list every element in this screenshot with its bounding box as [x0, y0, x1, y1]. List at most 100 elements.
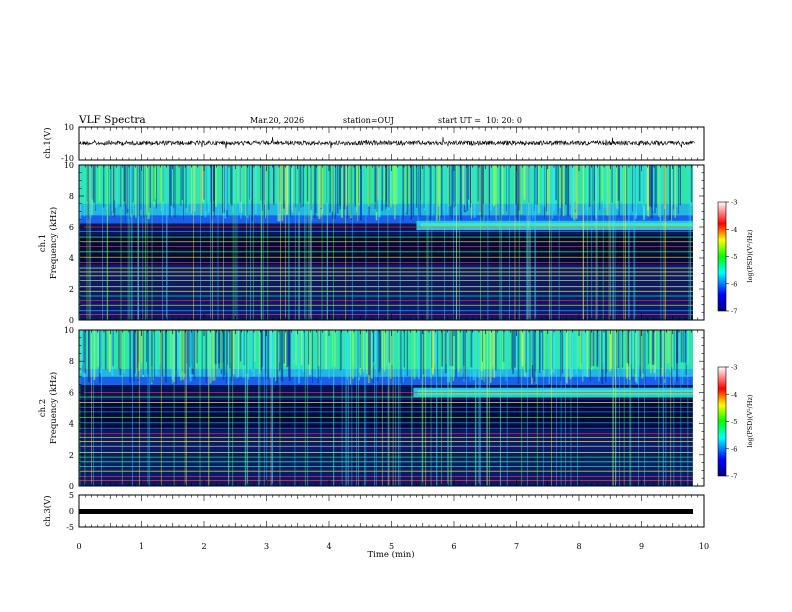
hiss-streak	[320, 165, 322, 209]
hiss-streak	[221, 165, 224, 214]
hiss-streak	[110, 165, 112, 215]
hiss-streak	[677, 165, 679, 214]
hiss-streak	[317, 330, 319, 384]
hiss-streak	[201, 330, 203, 379]
hiss-streak	[303, 330, 305, 373]
hiss-streak	[171, 330, 174, 380]
hiss-streak	[481, 330, 483, 362]
hiss-streak	[315, 165, 317, 214]
hiss-streak	[671, 330, 673, 368]
y-tick-label: 4	[69, 254, 74, 263]
hiss-streak	[123, 330, 125, 373]
hiss-streak	[223, 165, 226, 214]
hiss-streak	[193, 330, 196, 379]
hiss-streak	[605, 330, 607, 383]
hiss-streak	[265, 330, 267, 374]
hiss-streak	[447, 165, 449, 214]
hiss-streak	[88, 330, 91, 383]
hiss-streak	[589, 330, 591, 382]
header-date: Mar.20, 2026	[250, 116, 304, 125]
ch3-wave-ytick-mid: 0	[69, 507, 74, 516]
hiss-streak	[528, 165, 530, 204]
hiss-streak	[472, 330, 475, 381]
hiss-streak	[602, 330, 605, 370]
hiss-streak	[112, 165, 115, 213]
hiss-streak	[394, 165, 396, 220]
hiss-streak	[543, 330, 545, 377]
hiss-streak	[308, 330, 310, 365]
hiss-streak	[155, 330, 158, 375]
ch1-colorbar-label: log(PSD)(V²/Hz)	[746, 229, 754, 282]
hiss-streak	[673, 165, 675, 210]
ch2-colorbar-label: log(PSD)(V²/Hz)	[746, 394, 754, 447]
hiss-streak	[574, 165, 577, 210]
hiss-streak	[160, 165, 162, 212]
hiss-streak	[212, 330, 215, 381]
hiss-streak	[237, 165, 239, 203]
hiss-streak	[575, 330, 577, 375]
ch2-colorbar-ticks: -3 -4 -5 -6 -7	[726, 364, 737, 481]
hiss-streak	[559, 165, 562, 209]
hiss-streak	[291, 165, 294, 213]
hiss-streak	[642, 165, 645, 221]
hiss-streak	[165, 330, 167, 383]
hiss-streak	[533, 330, 536, 382]
hiss-streak	[490, 330, 492, 383]
hiss-streak	[374, 330, 376, 364]
hiss-streak	[616, 330, 617, 381]
hiss-streak	[93, 165, 95, 203]
hiss-streak	[192, 330, 194, 369]
x-tick-label: 8	[576, 542, 581, 551]
hiss-streak	[638, 165, 641, 202]
hiss-streak	[147, 165, 149, 220]
hiss-streak	[642, 330, 644, 374]
hiss-streak	[356, 165, 358, 212]
hiss-streak	[318, 165, 321, 220]
hiss-streak	[462, 330, 464, 379]
hiss-streak	[397, 165, 399, 208]
hiss-streak	[376, 165, 378, 213]
hiss-streak	[208, 330, 211, 377]
hiss-streak	[480, 165, 483, 218]
hiss-streak	[452, 330, 455, 381]
hiss-streak	[312, 330, 313, 384]
hiss-streak	[391, 165, 393, 200]
hiss-streak	[239, 330, 242, 362]
hiss-streak	[632, 330, 634, 362]
hiss-band-row	[79, 345, 693, 350]
hiss-streak	[545, 165, 548, 212]
hiss-streak	[231, 165, 233, 206]
hiss-streak	[410, 165, 412, 221]
hiss-streak	[477, 165, 479, 202]
hiss-streak	[153, 330, 155, 381]
hiss-streak	[135, 330, 137, 375]
hiss-band-row	[79, 361, 693, 366]
y-tick-label: 6	[69, 388, 74, 397]
hiss-streak	[455, 330, 457, 378]
hiss-streak	[463, 330, 465, 366]
emission-band-core	[420, 223, 693, 228]
colorbar-tick-label: -6	[731, 445, 737, 453]
ch1-wave-ytick-bottom: -10	[61, 154, 74, 163]
hiss-streak	[418, 165, 420, 216]
ch1-spectrogram-ticks	[78, 164, 705, 321]
hiss-streak	[132, 165, 134, 203]
hiss-band-row	[79, 369, 693, 374]
hiss-streak	[142, 330, 144, 376]
hiss-streak	[276, 330, 278, 384]
hiss-streak	[95, 165, 97, 211]
hiss-streak	[592, 330, 595, 366]
hiss-streak	[577, 330, 579, 369]
hiss-streak	[378, 165, 380, 217]
hiss-band-row	[79, 219, 693, 224]
hiss-streak	[214, 330, 217, 365]
hiss-streak	[95, 165, 97, 205]
hiss-streak	[93, 330, 96, 380]
hiss-streak	[674, 330, 676, 382]
hiss-streak	[298, 165, 300, 212]
hiss-streak	[334, 330, 336, 367]
hiss-streak	[383, 165, 385, 205]
hiss-band-row	[79, 380, 693, 385]
hiss-streak	[390, 330, 392, 380]
ch2-spectrogram-frame	[78, 329, 705, 487]
